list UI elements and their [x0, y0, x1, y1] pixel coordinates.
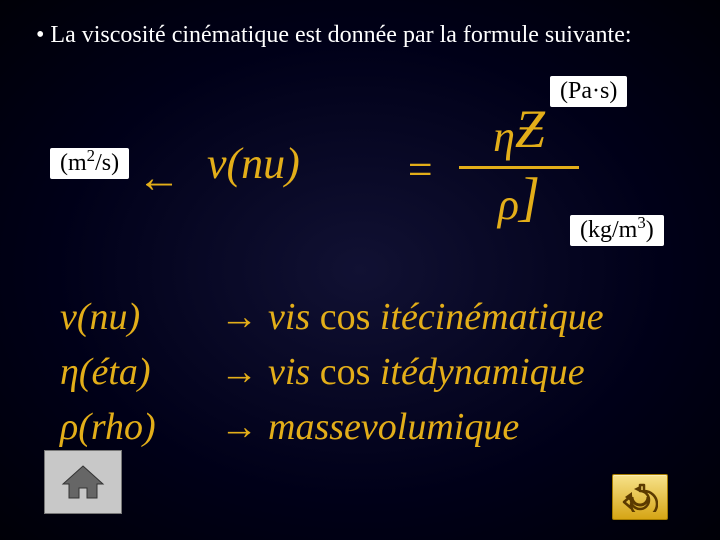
- def1-sym: ν(nu): [60, 290, 210, 345]
- def1-lhs: vis: [268, 296, 310, 338]
- def2-rhs: itédynamique: [380, 351, 585, 393]
- def-row-2: η(éta)→vis cos itédynamique: [60, 345, 604, 400]
- formula-fraction: ηƵ ρ]: [459, 104, 579, 232]
- formula-nu-sym: ν: [207, 139, 227, 188]
- formula-bracket-bot: ]: [519, 168, 540, 227]
- unit-kgm3-label: (kg/m3): [570, 215, 664, 246]
- unit-m2s-pre: (m: [60, 150, 87, 176]
- def3-mid: volumique: [361, 406, 519, 448]
- formula-arrow-left: ←: [137, 152, 181, 203]
- unit-kgm3-pre: (kg/m: [580, 217, 637, 243]
- bullet-dot: •: [36, 22, 44, 49]
- def1-rhs: itécinématique: [380, 296, 604, 338]
- def3-lhs: masse: [268, 406, 361, 448]
- slide-root: •La viscosité cinématique est donnée par…: [0, 0, 720, 540]
- formula-nu-group: ν(nu): [207, 138, 300, 189]
- def1-arrow: →: [220, 290, 258, 345]
- formula-eq: =: [405, 144, 435, 195]
- formula-numerator: ηƵ: [459, 104, 579, 163]
- bullet-line: •La viscosité cinématique est donnée par…: [36, 22, 632, 49]
- unit-kgm3-sup: 3: [637, 213, 645, 232]
- formula-rho: ρ: [498, 180, 519, 229]
- def-row-1: ν(nu)→vis cos itécinématique: [60, 290, 604, 345]
- bullet-text: La viscosité cinématique est donnée par …: [50, 22, 631, 48]
- home-icon: [61, 464, 105, 500]
- unit-m2s-label: (m2/s): [50, 148, 129, 179]
- formula-nu-paren: (nu): [227, 139, 300, 188]
- return-button[interactable]: [612, 474, 668, 520]
- home-button[interactable]: [44, 450, 122, 514]
- formula-block: ← ν(nu) = ηƵ ρ]: [137, 96, 557, 236]
- def1-mid: cos: [320, 296, 371, 338]
- def2-sym: η(éta): [60, 345, 210, 400]
- def2-arrow: →: [220, 345, 258, 400]
- formula-eta: η: [493, 112, 515, 161]
- def-row-3: ρ(rho)→massevolumique: [60, 400, 604, 455]
- def2-lhs: vis: [268, 351, 310, 393]
- unit-m2s-sup: 2: [87, 146, 95, 165]
- def3-sym: ρ(rho): [60, 400, 210, 455]
- unit-pa-s-label: (Pa·s): [550, 76, 627, 107]
- formula-bracket-top: Ƶ: [515, 100, 545, 159]
- unit-kgm3-post: ): [646, 217, 654, 243]
- return-icon: [622, 482, 658, 512]
- definitions-block: ν(nu)→vis cos itécinématique η(éta)→vis …: [60, 290, 604, 455]
- formula-denominator: ρ]: [459, 172, 579, 231]
- def3-arrow: →: [220, 400, 258, 455]
- unit-m2s-post: /s): [95, 150, 119, 176]
- def2-mid: cos: [320, 351, 371, 393]
